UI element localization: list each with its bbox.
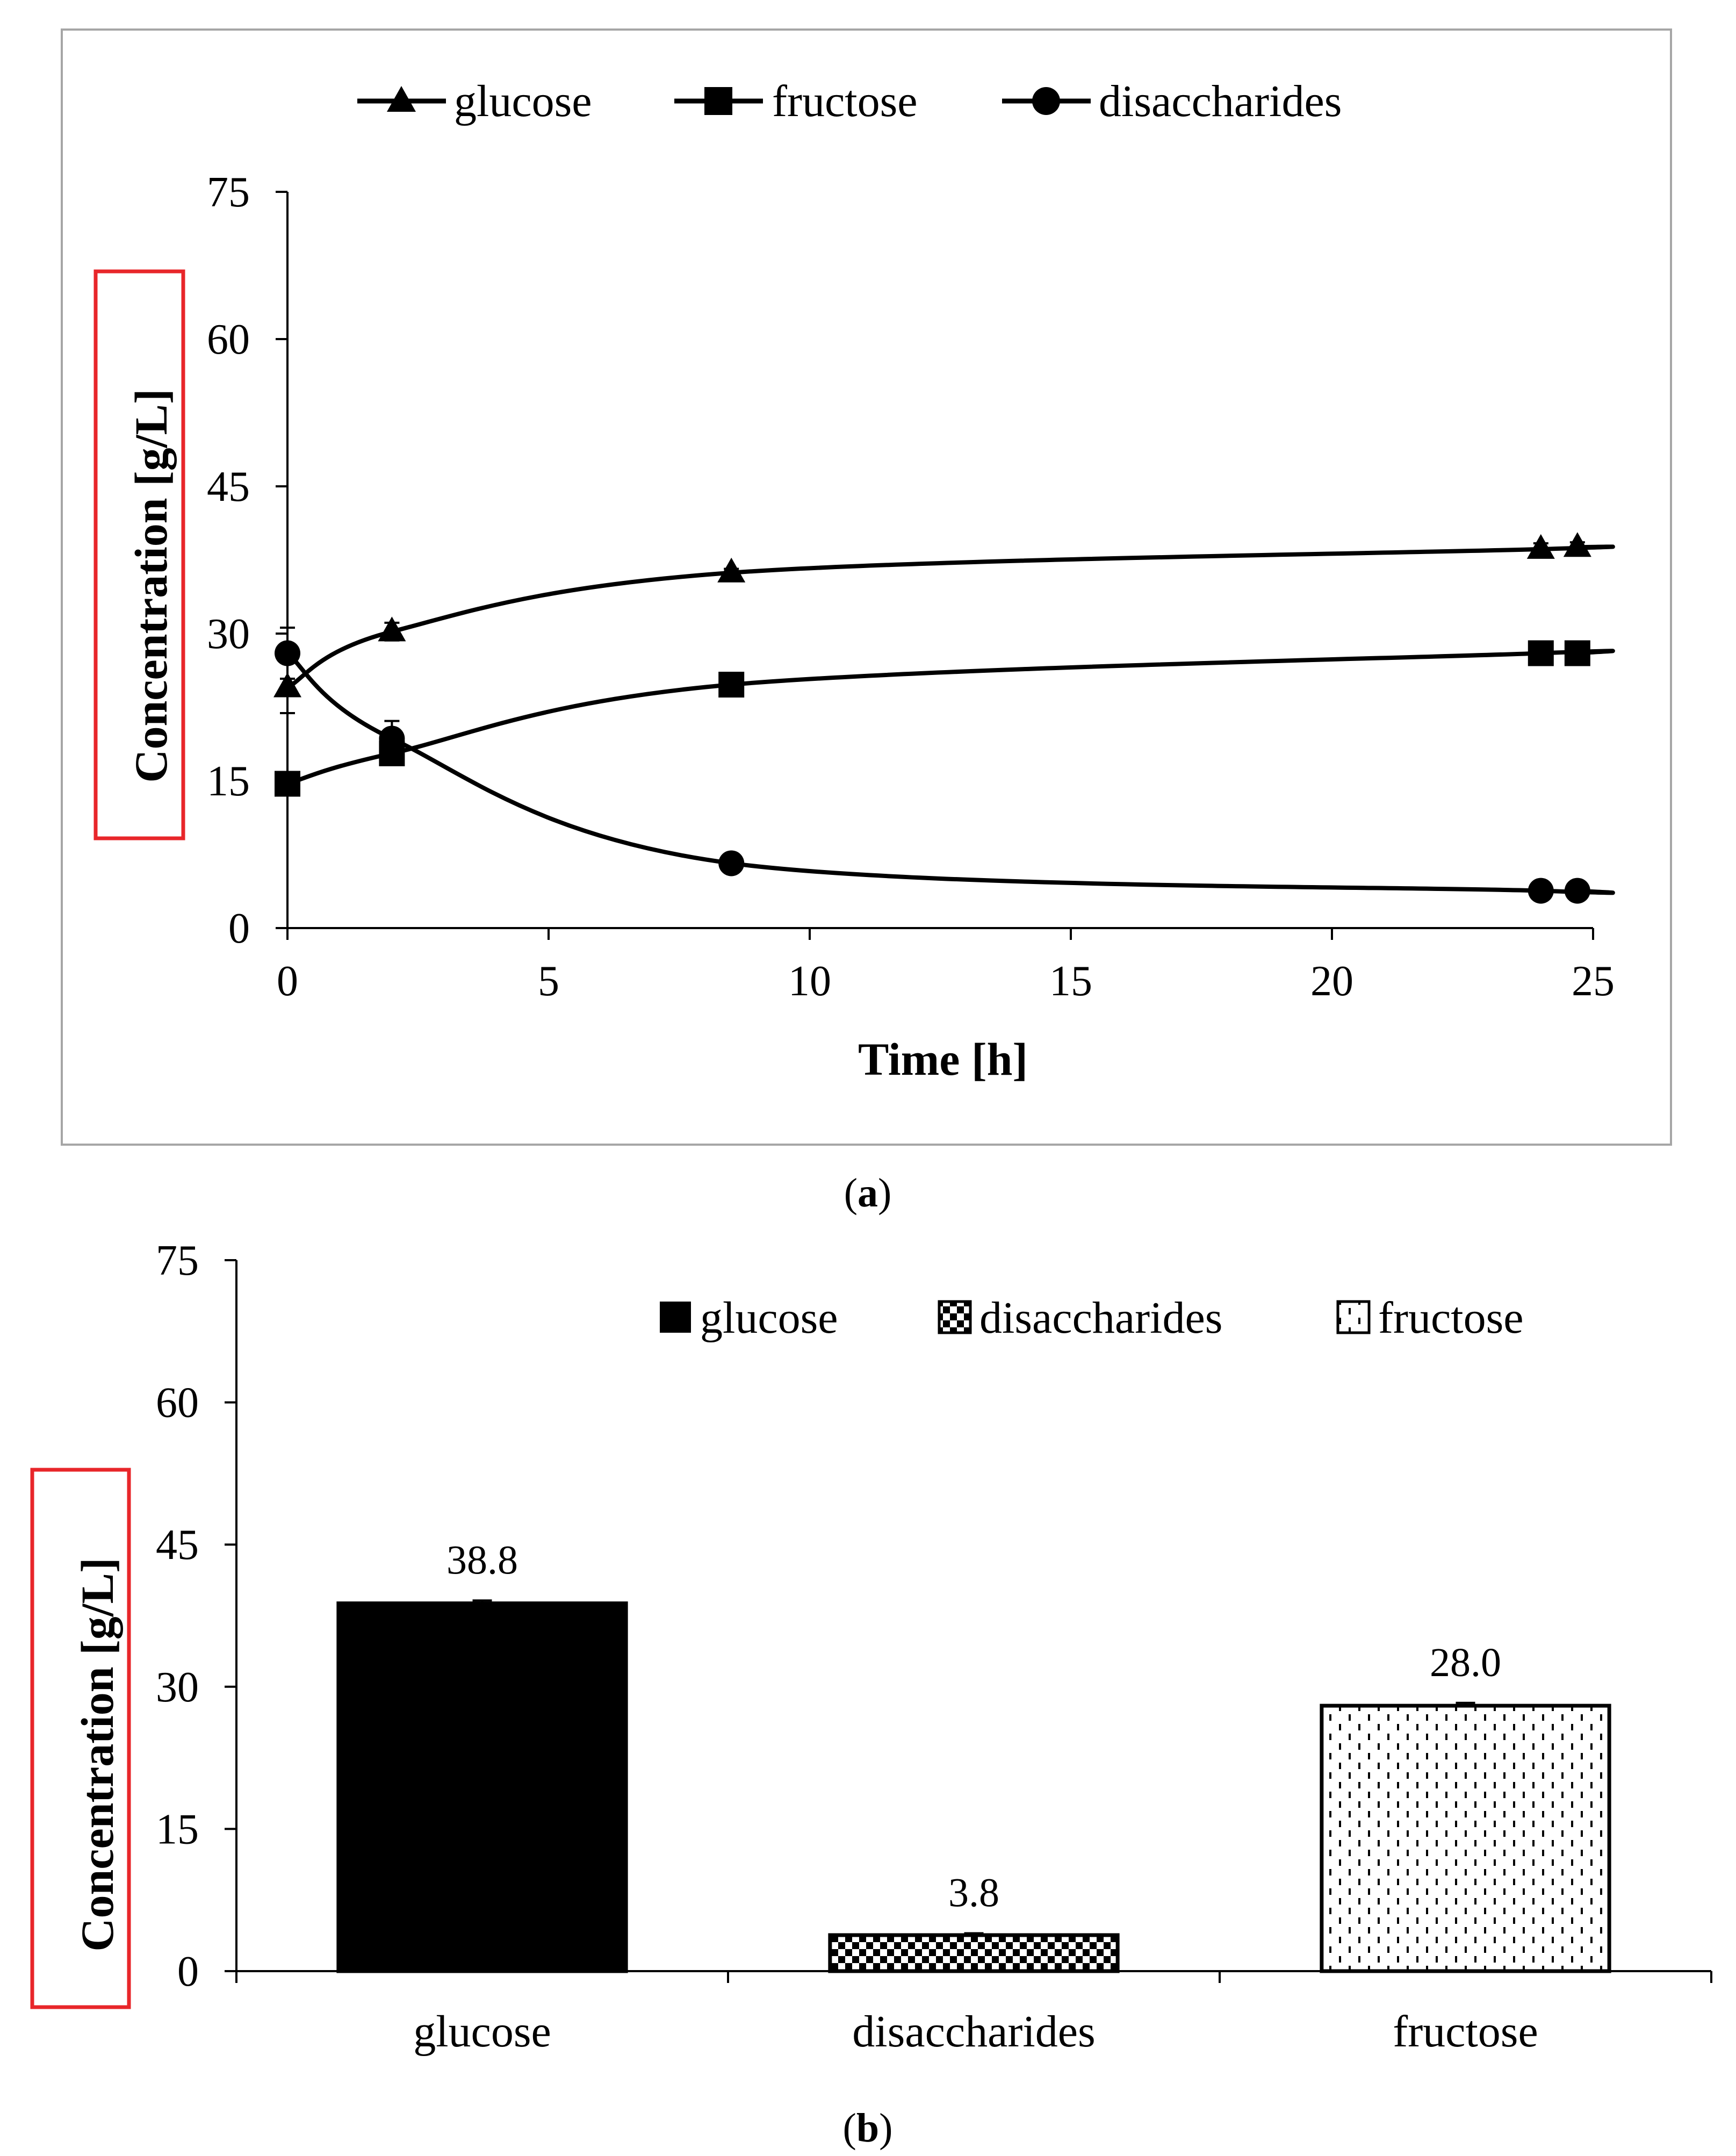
- point-glucose: [273, 672, 301, 698]
- y-tick-label-a: 60: [207, 316, 250, 363]
- panel-a-caption: (a): [844, 1170, 892, 1216]
- legend-a-disaccharides-label: disaccharides: [1099, 76, 1342, 126]
- y-tick-label-b: 15: [156, 1806, 199, 1853]
- point-fructose: [1564, 640, 1590, 666]
- panel-a: glucose fructose disaccharides 0 15 30 45 60…: [61, 28, 1672, 1146]
- x-tick-label-b: disaccharides: [852, 2007, 1095, 2057]
- x-tick-label-a: 20: [1310, 958, 1353, 1005]
- series-line-disaccharides: [286, 651, 1615, 895]
- x-tick-label-a: 5: [538, 958, 559, 1005]
- x-axis-title-a: Time [h]: [858, 1033, 1028, 1085]
- point-disaccharides: [275, 640, 300, 666]
- point-disaccharides: [379, 725, 405, 752]
- series-line-fructose: [286, 649, 1615, 786]
- y-axis-b: 0 15 30 45 60 75: [156, 1237, 237, 1995]
- legend-a-fructose: fructose: [674, 76, 918, 126]
- bar-disaccharides: [828, 1933, 1120, 1973]
- bar-fructose: [1320, 1704, 1611, 1973]
- x-tick-label-b: fructose: [1393, 2007, 1538, 2057]
- point-disaccharides: [1528, 878, 1554, 904]
- x-tick-label-a: 10: [788, 958, 831, 1005]
- data-label-disaccharides: 3.8: [948, 1870, 999, 1915]
- legend-a-fructose-label: fructose: [772, 76, 918, 126]
- panel-a-frame: [61, 28, 1672, 1146]
- y-tick-label-b: 60: [156, 1379, 199, 1427]
- legend-a-disaccharides: disaccharides: [1002, 76, 1342, 126]
- plot-area-b: 38.8 3.8 28.0: [336, 1537, 1611, 1973]
- y-tick-label-b: 45: [156, 1521, 199, 1569]
- point-glucose: [1563, 532, 1591, 557]
- y-tick-label-a: 15: [207, 758, 250, 805]
- x-tick-label-a: 15: [1049, 958, 1092, 1005]
- panel-b: glucose disaccharides fructose 0 15 30 45 60…: [30, 1237, 1712, 2057]
- point-disaccharides: [718, 850, 745, 876]
- legend-a-glucose-label: glucose: [454, 76, 592, 126]
- legend-b-fructose-label: fructose: [1378, 1293, 1524, 1343]
- point-fructose: [275, 771, 300, 797]
- y-tick-label-b: 0: [177, 1948, 199, 1995]
- legend-b-disaccharides: disaccharides: [938, 1293, 1222, 1343]
- x-tick-label-a: 25: [1572, 958, 1615, 1005]
- y-tick-label-a: 0: [228, 905, 250, 952]
- bar-glucose: [336, 1601, 628, 1973]
- y-axis-a: 0 15 30 45 60 75: [207, 169, 289, 952]
- series-line-glucose: [286, 544, 1615, 689]
- legend-a: glucose fructose disaccharides: [357, 76, 1342, 126]
- legend-b-glucose-label: glucose: [700, 1293, 838, 1343]
- x-axis-b: glucose disaccharides fructose: [235, 1970, 1712, 2057]
- point-glucose: [717, 557, 746, 583]
- y-tick-label-b: 75: [156, 1237, 199, 1284]
- point-glucose: [1526, 534, 1555, 559]
- x-tick-label-a: 0: [277, 958, 298, 1005]
- legend-a-glucose: glucose: [357, 76, 592, 126]
- panel-b-caption: (b): [843, 2105, 893, 2151]
- data-label-fructose: 28.0: [1430, 1640, 1501, 1685]
- point-disaccharides: [1564, 878, 1590, 904]
- y-axis-title-a: Concentration [g/L]: [125, 389, 177, 782]
- x-axis-a: 0 5 10 15 20 25: [277, 927, 1615, 1005]
- data-label-glucose: 38.8: [446, 1537, 518, 1583]
- legend-b-glucose: glucose: [660, 1293, 838, 1343]
- y-axis-title-a-highlight: [93, 269, 185, 840]
- point-glucose: [378, 616, 406, 642]
- y-axis-title-b-highlight: [30, 1468, 131, 2009]
- y-tick-label-a: 45: [207, 463, 250, 511]
- y-axis-title-b: Concentration [g/L]: [71, 1557, 123, 1951]
- point-fructose: [718, 671, 745, 698]
- legend-b-disaccharides-label: disaccharides: [979, 1293, 1222, 1343]
- point-fructose: [1528, 640, 1554, 666]
- legend-b: glucose disaccharides fructose: [660, 1293, 1524, 1343]
- y-tick-label-b: 30: [156, 1664, 199, 1711]
- y-tick-label-a: 30: [207, 610, 250, 658]
- x-tick-label-b: glucose: [413, 2007, 551, 2057]
- y-tick-label-a: 75: [207, 169, 250, 216]
- legend-b-fructose: fructose: [1336, 1293, 1524, 1343]
- plot-area-a: [273, 532, 1615, 904]
